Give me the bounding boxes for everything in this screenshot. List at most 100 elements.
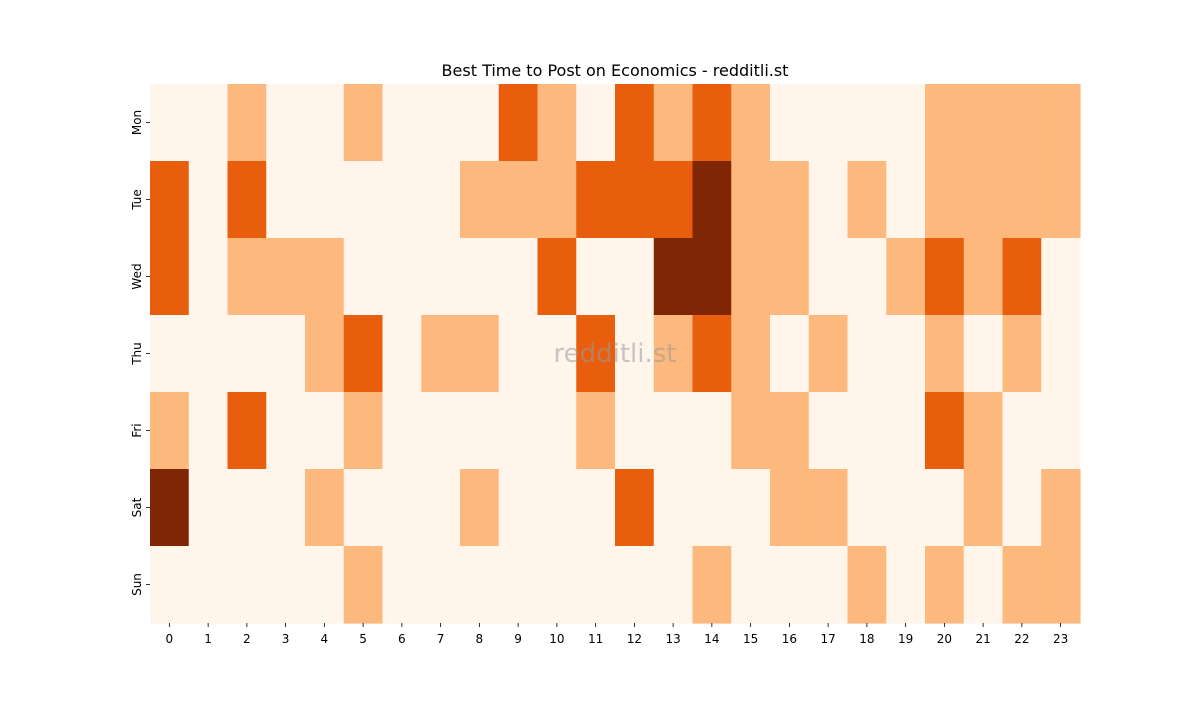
x-tick-label: 10 bbox=[549, 632, 564, 646]
heatmap-cell bbox=[770, 469, 810, 547]
heatmap-cell bbox=[227, 315, 267, 393]
heatmap-cell bbox=[925, 392, 965, 470]
x-axis: 0 1 2 3 4 5 6 7 8 9 10 11 12 13 14 15 16 17 18 19 20 21 22 23 bbox=[166, 623, 1068, 646]
heatmap-cell bbox=[886, 315, 926, 393]
heatmap-cell bbox=[150, 315, 190, 393]
heatmap-cell bbox=[188, 315, 229, 393]
heatmap-cell bbox=[227, 392, 267, 470]
heatmap-cell bbox=[150, 84, 190, 162]
heatmap-cell bbox=[1002, 84, 1042, 162]
heatmap-cell bbox=[305, 238, 345, 316]
x-tick-label: 23 bbox=[1053, 632, 1068, 646]
heatmap-cell bbox=[498, 469, 539, 547]
x-tick-label: 6 bbox=[398, 632, 406, 646]
x-tick-label: 19 bbox=[898, 632, 913, 646]
heatmap-cell bbox=[498, 84, 539, 162]
heatmap-cell bbox=[188, 546, 229, 624]
heatmap-cell bbox=[460, 238, 500, 316]
heatmap-cell bbox=[227, 84, 267, 162]
heatmap-cell bbox=[963, 238, 1004, 316]
heatmap-cell bbox=[421, 546, 461, 624]
heatmap-cell bbox=[808, 546, 849, 624]
heatmap-cell bbox=[537, 238, 577, 316]
y-tick-label: Tue bbox=[130, 189, 144, 211]
heatmap-cell bbox=[227, 546, 267, 624]
heatmap-cell bbox=[460, 469, 500, 547]
heatmap-cell bbox=[460, 84, 500, 162]
heatmap-cell bbox=[343, 469, 384, 547]
heatmap-cell bbox=[1002, 161, 1042, 239]
heatmap-cell bbox=[963, 161, 1004, 239]
heatmap-cell bbox=[188, 84, 229, 162]
heatmap-cell bbox=[421, 238, 461, 316]
heatmap-cell bbox=[615, 161, 655, 239]
heatmap-cell bbox=[886, 469, 926, 547]
x-tick-label: 11 bbox=[588, 632, 603, 646]
x-tick-label: 9 bbox=[514, 632, 522, 646]
heatmap-cell bbox=[576, 546, 616, 624]
y-tick-label: Sun bbox=[130, 573, 144, 596]
heatmap-cell bbox=[847, 315, 887, 393]
heatmap-cell bbox=[537, 84, 577, 162]
heatmap-cell bbox=[382, 84, 422, 162]
heatmap-cell bbox=[343, 238, 384, 316]
heatmap-cell bbox=[460, 546, 500, 624]
heatmap-cell bbox=[692, 84, 732, 162]
heatmap-cell bbox=[188, 161, 229, 239]
heatmap-cell bbox=[731, 392, 771, 470]
heatmap-cell bbox=[615, 392, 655, 470]
heatmap-cell bbox=[847, 238, 887, 316]
heatmap-cell bbox=[963, 546, 1004, 624]
heatmap-cell bbox=[692, 161, 732, 239]
heatmap-cell bbox=[343, 392, 384, 470]
heatmap-cell bbox=[770, 238, 810, 316]
heatmap-cell bbox=[421, 315, 461, 393]
heatmap-cell bbox=[1041, 238, 1081, 316]
y-axis: Mon Tue Wed Thu Fri Sat Sun bbox=[130, 110, 150, 596]
heatmap-cell bbox=[382, 238, 422, 316]
heatmap-cell bbox=[266, 392, 306, 470]
heatmap-cell bbox=[653, 84, 694, 162]
heatmap-cell bbox=[925, 238, 965, 316]
heatmap-cell bbox=[692, 315, 732, 393]
x-tick-label: 12 bbox=[627, 632, 642, 646]
heatmap-cell bbox=[925, 469, 965, 547]
x-tick-label: 17 bbox=[820, 632, 835, 646]
heatmap-cell bbox=[576, 469, 616, 547]
heatmap-cell bbox=[1002, 392, 1042, 470]
heatmap-cell bbox=[305, 392, 345, 470]
heatmap-cell bbox=[847, 392, 887, 470]
heatmap-cell bbox=[1002, 315, 1042, 393]
heatmap-cell bbox=[770, 546, 810, 624]
heatmap-cells bbox=[150, 84, 1081, 624]
x-tick-label: 2 bbox=[243, 632, 251, 646]
heatmap-cell bbox=[498, 546, 539, 624]
heatmap-cell bbox=[1002, 238, 1042, 316]
heatmap-cell bbox=[731, 546, 771, 624]
heatmap-cell bbox=[266, 469, 306, 547]
heatmap-cell bbox=[615, 84, 655, 162]
heatmap-cell bbox=[692, 546, 732, 624]
heatmap-cell bbox=[731, 84, 771, 162]
heatmap-cell bbox=[576, 392, 616, 470]
heatmap-cell bbox=[266, 546, 306, 624]
heatmap-cell bbox=[925, 546, 965, 624]
heatmap-cell bbox=[692, 469, 732, 547]
heatmap-cell bbox=[305, 315, 345, 393]
heatmap-cell bbox=[886, 161, 926, 239]
heatmap-cell bbox=[150, 469, 190, 547]
heatmap-cell bbox=[1041, 84, 1081, 162]
heatmap-cell bbox=[808, 238, 849, 316]
heatmap-cell bbox=[886, 392, 926, 470]
heatmap-cell bbox=[615, 546, 655, 624]
x-tick-label: 0 bbox=[166, 632, 174, 646]
heatmap-cell bbox=[537, 392, 577, 470]
heatmap-cell bbox=[227, 161, 267, 239]
heatmap-cell bbox=[382, 161, 422, 239]
heatmap-cell bbox=[615, 315, 655, 393]
heatmap-cell bbox=[1041, 546, 1081, 624]
heatmap-cell bbox=[925, 161, 965, 239]
heatmap-cell bbox=[653, 238, 694, 316]
heatmap-cell bbox=[227, 469, 267, 547]
